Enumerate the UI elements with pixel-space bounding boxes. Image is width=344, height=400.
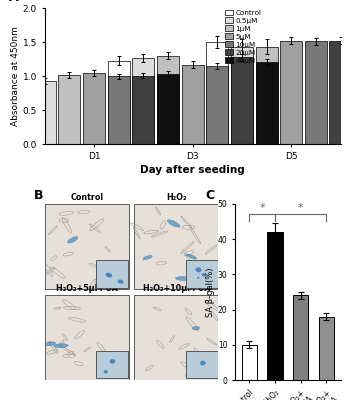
Bar: [231, 47, 253, 144]
Y-axis label: Absorbance at 450nm: Absorbance at 450nm: [11, 26, 20, 126]
Bar: [182, 65, 204, 144]
FancyBboxPatch shape: [134, 294, 218, 380]
Bar: [256, 62, 278, 144]
Bar: [108, 60, 130, 144]
FancyBboxPatch shape: [186, 351, 218, 378]
Bar: [132, 58, 154, 144]
Ellipse shape: [104, 370, 108, 373]
Ellipse shape: [118, 280, 123, 284]
Bar: [280, 41, 302, 144]
Bar: [305, 42, 327, 144]
Bar: [157, 74, 179, 144]
Bar: [330, 41, 344, 144]
FancyBboxPatch shape: [134, 204, 218, 289]
Y-axis label: SA β-gal(%): SA β-gal(%): [206, 267, 215, 317]
FancyBboxPatch shape: [45, 294, 129, 380]
Ellipse shape: [143, 256, 152, 260]
Bar: [242, 345, 257, 380]
Ellipse shape: [44, 342, 55, 346]
X-axis label: Day after seeding: Day after seeding: [140, 165, 245, 175]
FancyBboxPatch shape: [45, 204, 129, 289]
Text: H₂O₂: H₂O₂: [166, 193, 186, 202]
Ellipse shape: [175, 277, 190, 280]
Bar: [256, 47, 278, 144]
Bar: [108, 76, 130, 144]
Bar: [9, 85, 31, 144]
Text: A: A: [9, 0, 19, 4]
Bar: [132, 76, 154, 144]
Bar: [157, 56, 179, 144]
FancyBboxPatch shape: [96, 351, 128, 378]
Ellipse shape: [197, 277, 200, 279]
Text: C: C: [206, 189, 215, 202]
Text: H₂O₂+10μM UA: H₂O₂+10μM UA: [143, 284, 210, 293]
Bar: [267, 232, 283, 380]
Ellipse shape: [67, 237, 78, 243]
Text: Control: Control: [70, 193, 104, 202]
Text: B: B: [34, 189, 44, 202]
Ellipse shape: [168, 220, 180, 227]
Ellipse shape: [186, 254, 197, 259]
Ellipse shape: [200, 361, 205, 366]
Ellipse shape: [195, 267, 202, 272]
Bar: [34, 81, 56, 144]
Ellipse shape: [110, 359, 115, 364]
Bar: [206, 66, 228, 144]
Bar: [293, 296, 309, 380]
Bar: [58, 75, 80, 144]
FancyBboxPatch shape: [96, 260, 128, 288]
Bar: [83, 73, 105, 144]
Bar: [231, 57, 253, 144]
Text: *: *: [298, 203, 303, 213]
Ellipse shape: [106, 273, 112, 278]
FancyBboxPatch shape: [186, 260, 218, 288]
Ellipse shape: [202, 273, 206, 276]
Bar: [319, 316, 334, 380]
Legend: Control, 0.5μM, 1μM, 5μM, 10μM, 20μM, 40μM: Control, 0.5μM, 1μM, 5μM, 10μM, 20μM, 40…: [222, 7, 264, 67]
Text: H₂O₂+5μM UA: H₂O₂+5μM UA: [56, 284, 118, 293]
Bar: [206, 42, 228, 144]
Ellipse shape: [192, 326, 200, 330]
Ellipse shape: [54, 344, 68, 348]
Text: *: *: [259, 203, 265, 213]
